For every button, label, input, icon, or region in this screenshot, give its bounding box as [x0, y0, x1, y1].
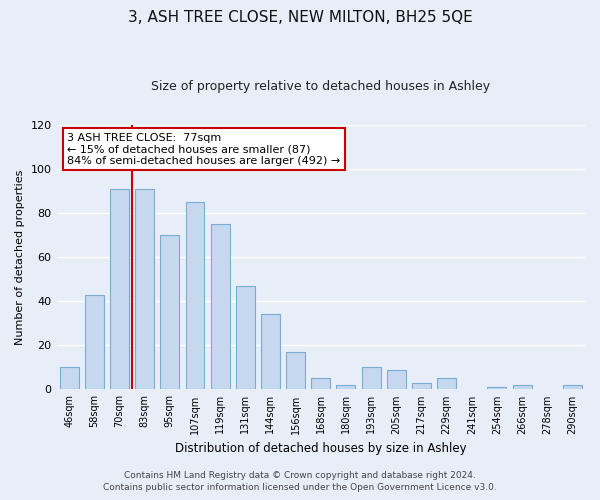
Bar: [286, 352, 305, 390]
Bar: [85, 294, 104, 390]
Bar: [135, 188, 154, 390]
Bar: [337, 385, 355, 390]
Bar: [261, 314, 280, 390]
Y-axis label: Number of detached properties: Number of detached properties: [15, 170, 25, 345]
Text: Contains HM Land Registry data © Crown copyright and database right 2024.: Contains HM Land Registry data © Crown c…: [124, 471, 476, 480]
Bar: [211, 224, 230, 390]
Title: Size of property relative to detached houses in Ashley: Size of property relative to detached ho…: [151, 80, 490, 93]
Text: 3, ASH TREE CLOSE, NEW MILTON, BH25 5QE: 3, ASH TREE CLOSE, NEW MILTON, BH25 5QE: [128, 10, 472, 25]
Bar: [412, 383, 431, 390]
Bar: [512, 385, 532, 390]
Bar: [185, 202, 205, 390]
Bar: [160, 235, 179, 390]
Text: 3 ASH TREE CLOSE:  77sqm
← 15% of detached houses are smaller (87)
84% of semi-d: 3 ASH TREE CLOSE: 77sqm ← 15% of detache…: [67, 132, 340, 166]
X-axis label: Distribution of detached houses by size in Ashley: Distribution of detached houses by size …: [175, 442, 467, 455]
Bar: [563, 385, 582, 390]
Bar: [59, 368, 79, 390]
Bar: [362, 368, 380, 390]
Bar: [487, 387, 506, 390]
Bar: [236, 286, 255, 390]
Bar: [437, 378, 456, 390]
Bar: [110, 188, 129, 390]
Text: Contains public sector information licensed under the Open Government Licence v3: Contains public sector information licen…: [103, 484, 497, 492]
Bar: [311, 378, 330, 390]
Bar: [387, 370, 406, 390]
